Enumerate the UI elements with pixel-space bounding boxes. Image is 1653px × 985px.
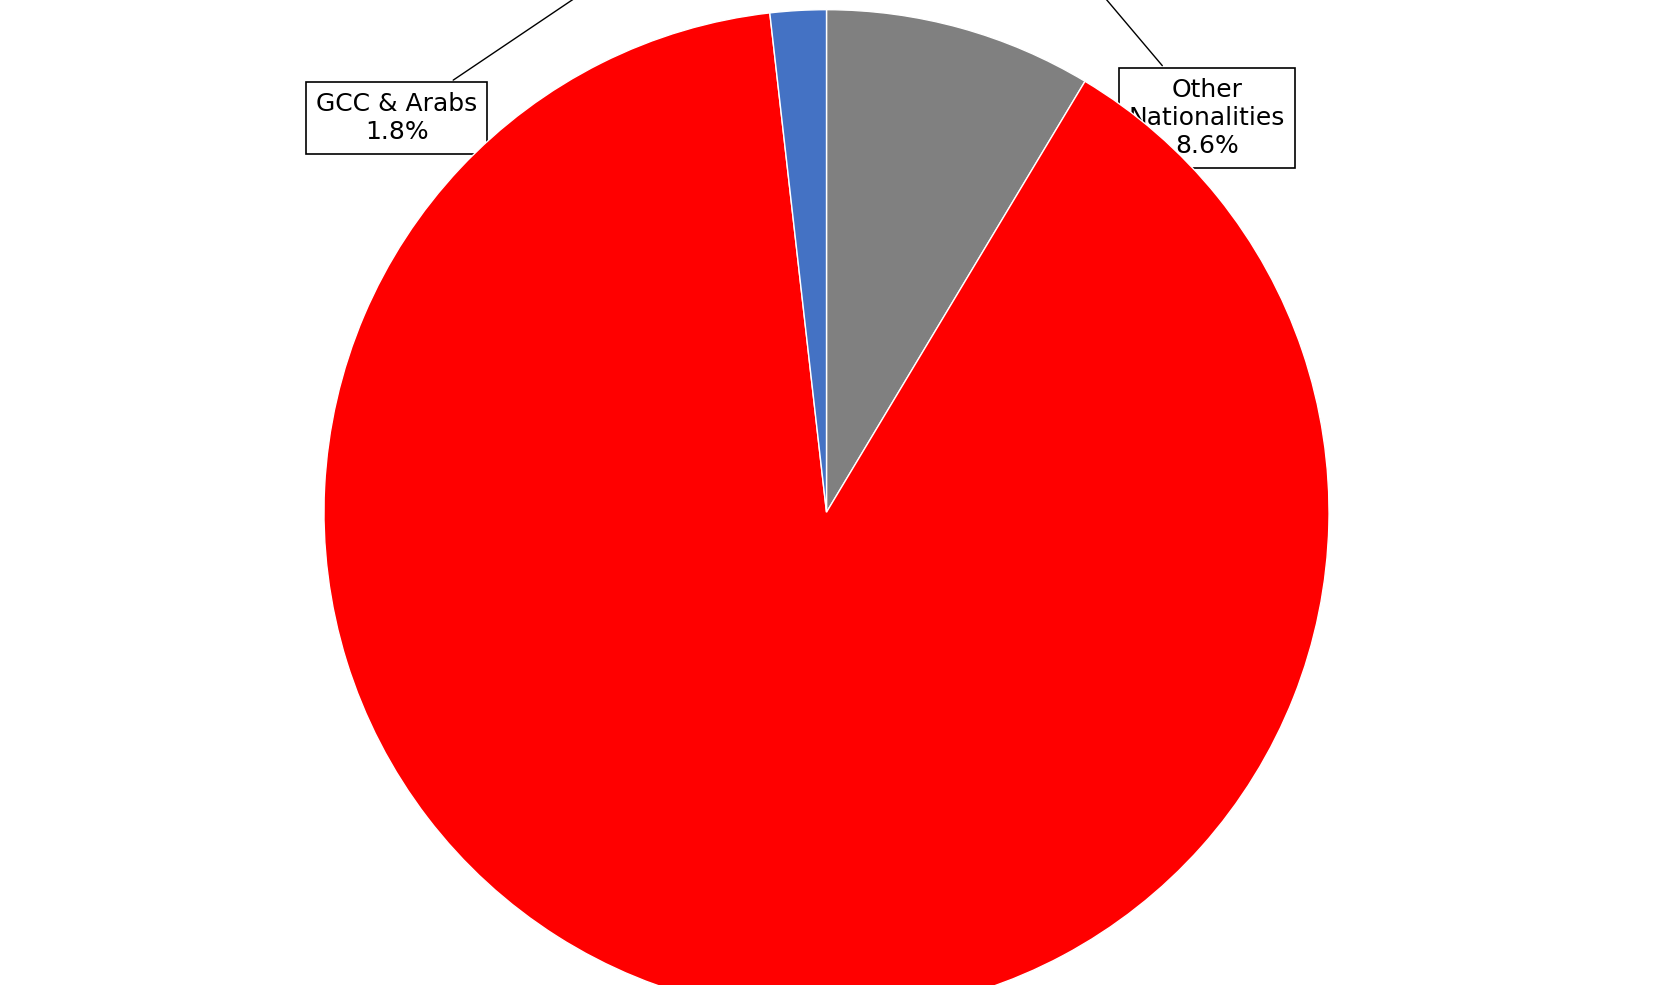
Wedge shape	[826, 10, 1084, 512]
Text: Qatar
89.6%: Qatar 89.6%	[736, 861, 1031, 942]
Text: Other
Nationalities
8.6%: Other Nationalities 8.6%	[1005, 0, 1284, 158]
Text: GCC & Arabs
1.8%: GCC & Arabs 1.8%	[316, 0, 787, 144]
Wedge shape	[770, 10, 826, 512]
Wedge shape	[324, 13, 1329, 985]
